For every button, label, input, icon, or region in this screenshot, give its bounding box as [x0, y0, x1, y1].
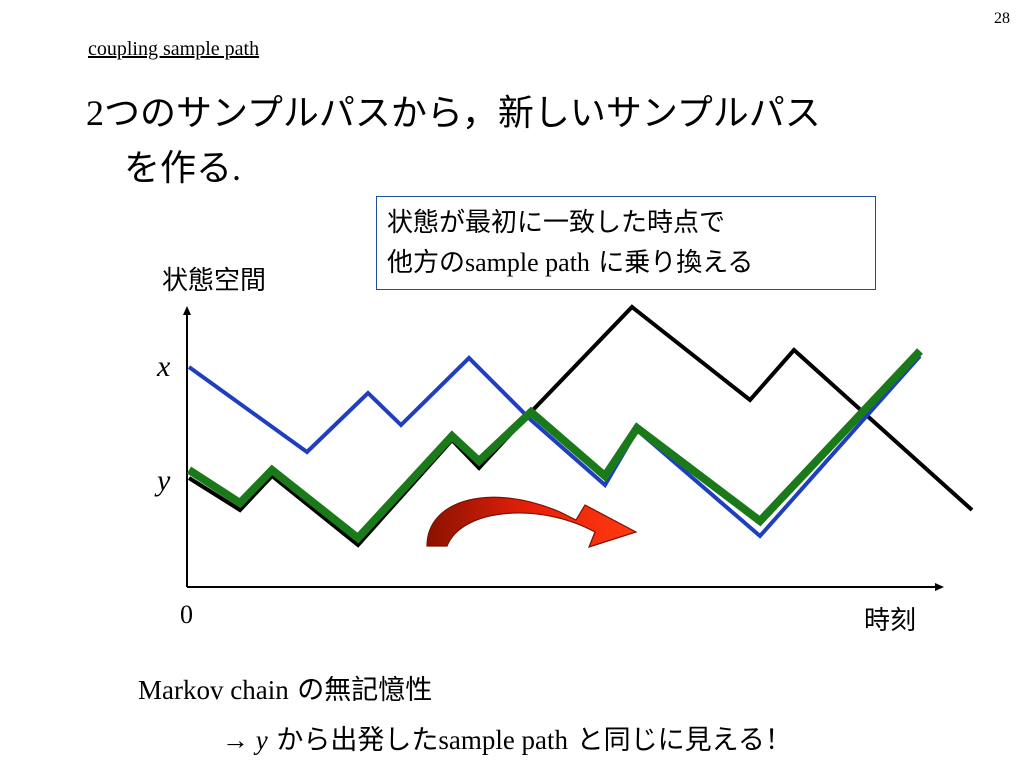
- callout-line2-latin: sample path: [465, 248, 590, 277]
- note-line2-latin: sample path: [438, 725, 569, 755]
- callout-box: 状態が最初に一致した時点で 他方のsample path に乗り換える: [376, 196, 876, 290]
- black-sample-path: [187, 304, 974, 548]
- origin-label: 0: [180, 600, 193, 629]
- callout-line2: 他方のsample path に乗り換える: [387, 243, 865, 283]
- blue-sample-path: [187, 354, 922, 539]
- heading-number: 2: [86, 93, 104, 133]
- transfer-arrow-icon: [426, 496, 638, 548]
- note-line1-latin: Markov chain: [138, 675, 289, 705]
- callout-line2-prefix: 他方の: [387, 248, 466, 278]
- note-line1: Markov chain の無記憶性: [138, 668, 432, 707]
- heading-text-line1: つのサンプルパスから，新しいサンプルパス: [104, 93, 821, 134]
- callout-line1: 状態が最初に一致した時点で: [387, 208, 726, 238]
- y-axis-label: 状態空間: [162, 266, 267, 296]
- note-line1-jp: の無記憶性: [288, 675, 433, 706]
- note-var-y: y: [255, 725, 268, 755]
- note-line2-jp1: から出発した: [267, 725, 439, 756]
- section-title: coupling sample path: [88, 38, 260, 60]
- note-line2-jp2: と同じに見える！: [568, 725, 792, 756]
- green-coupled-path: [186, 348, 923, 544]
- note-line2: → y から出発したsample path と同じに見える！: [222, 718, 792, 757]
- heading-period: .: [232, 148, 242, 188]
- state-y-label: y: [157, 464, 171, 497]
- page-number: 28: [994, 10, 1010, 27]
- callout-line2-suffix: に乗り換える: [589, 248, 754, 278]
- heading-text-line2: を作る: [124, 148, 233, 189]
- note-arrow: →: [222, 725, 256, 755]
- state-x-label: x: [157, 350, 171, 383]
- x-axis-label: 時刻: [864, 606, 917, 636]
- slide-heading: 2つのサンプルパスから，新しいサンプルパス を作る.: [86, 86, 986, 196]
